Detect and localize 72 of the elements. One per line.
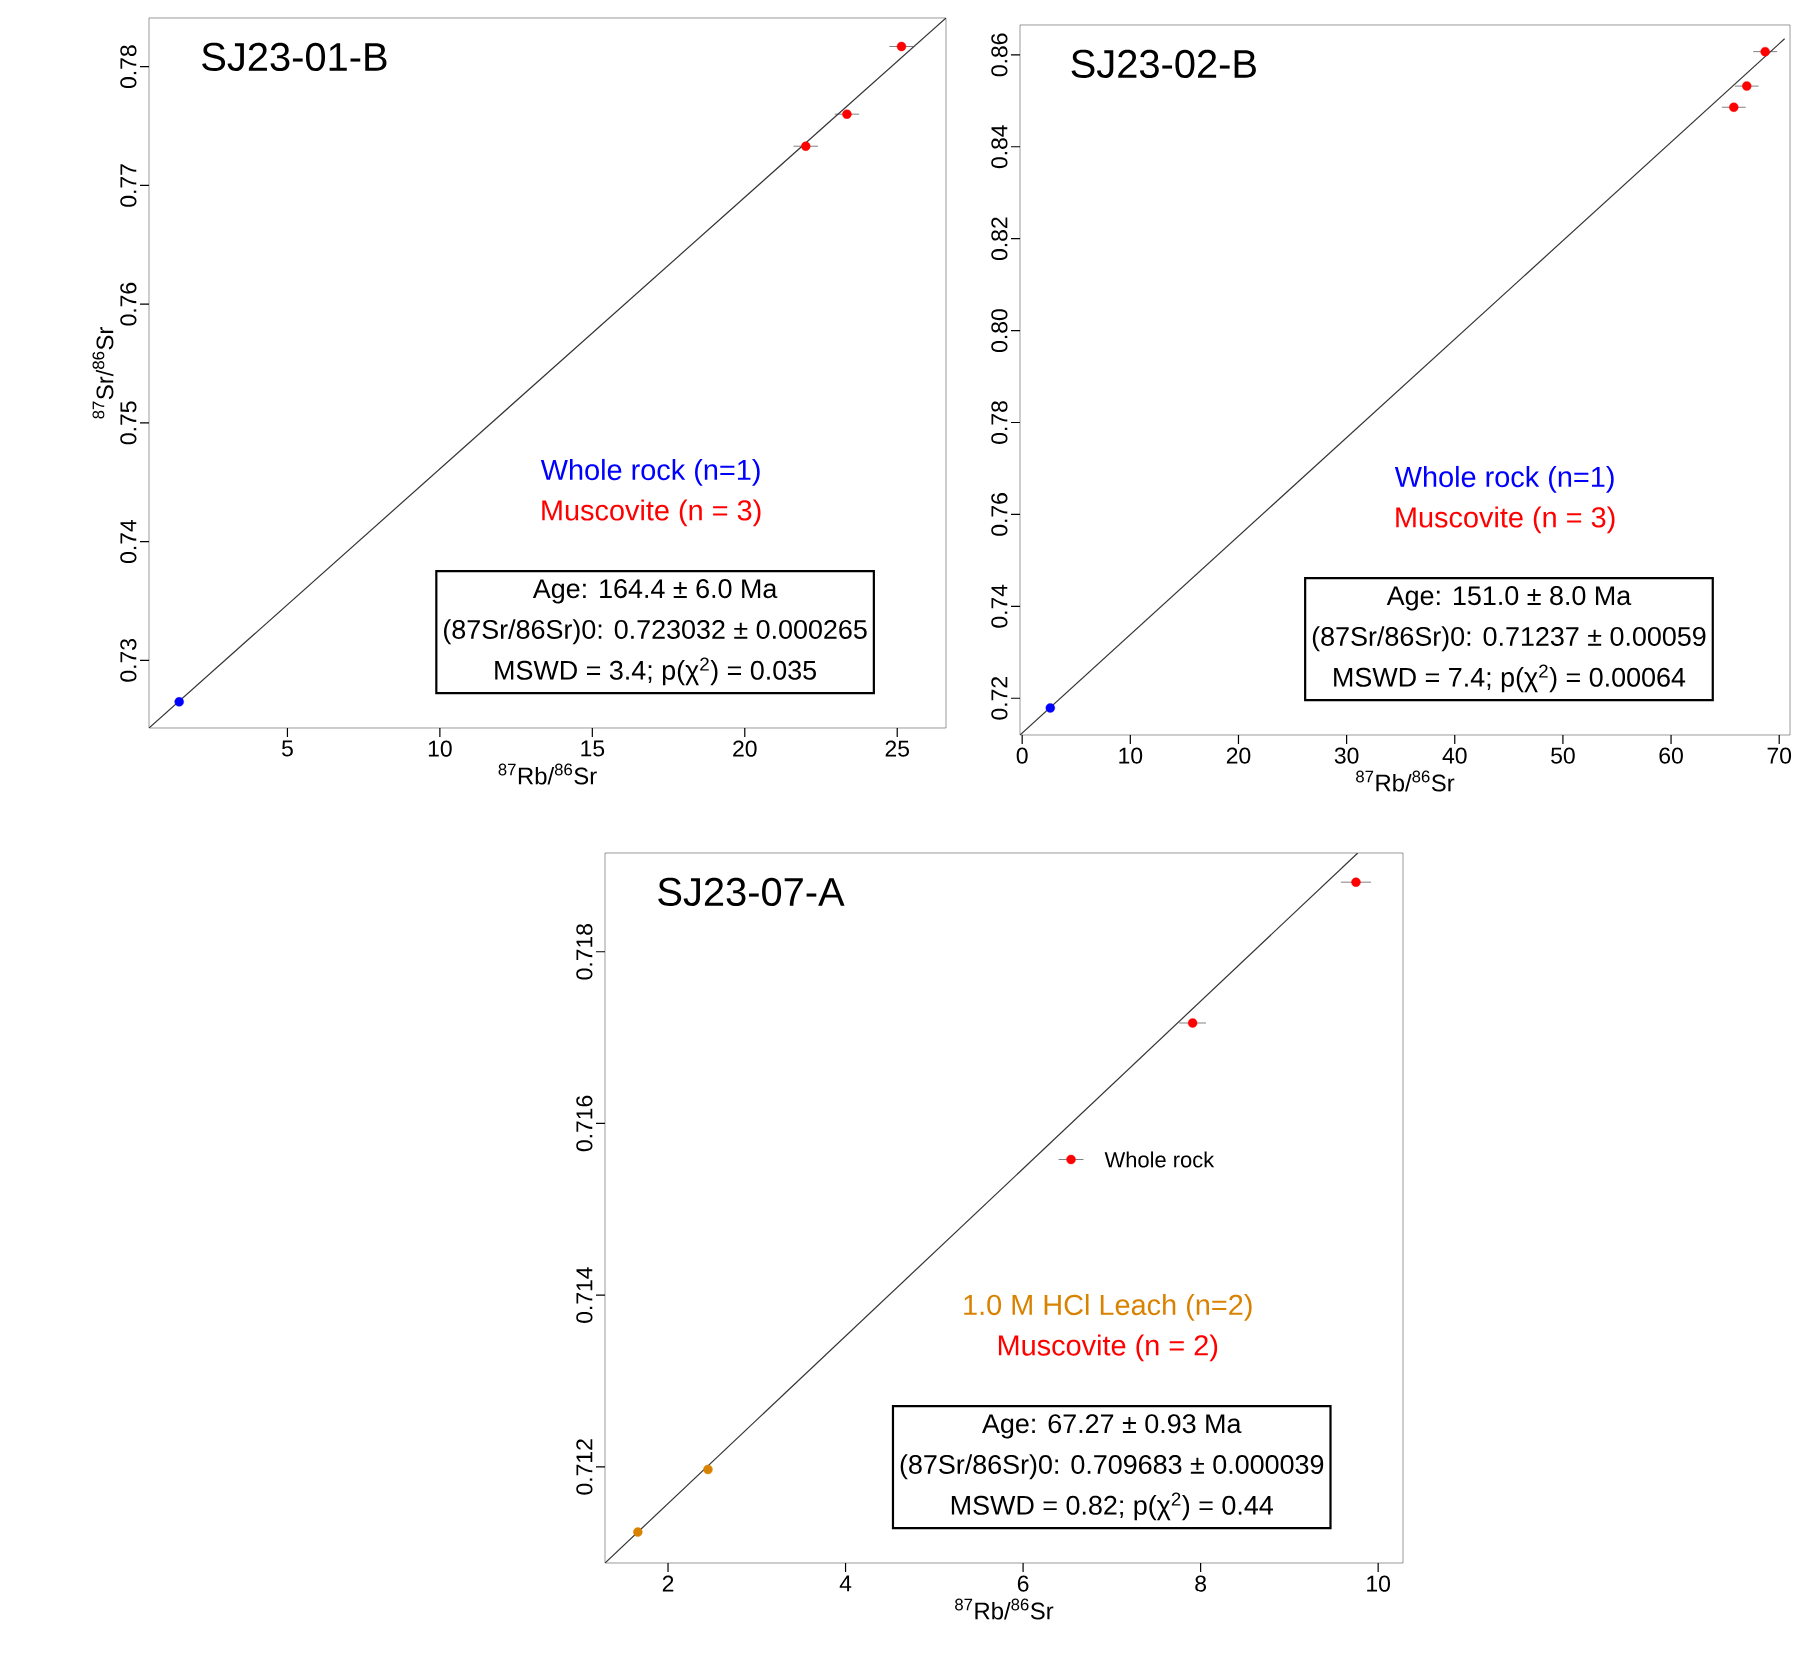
y-tick-label: 0.84 [991,125,1008,169]
y-tick-label: 0.77 [120,164,137,207]
y-tick-label: 0.76 [991,493,1008,536]
y-tick-label: 0.714 [576,1267,593,1323]
point [1045,703,1055,713]
x-axis-title: $^{87}$Rb/$^{86}$Sr [498,763,597,785]
annotation: MSWD = 0.82; p(χ$^{2}$) = 0.44 [951,1492,1273,1521]
y-tick-label: 0.75 [120,401,137,445]
point [1729,102,1739,112]
text: Muscovite (n = 3) [1396,506,1615,534]
chart-title: SJ23-01-B [202,42,387,72]
y-tick-label: 0.76 [120,282,137,326]
y-tick-label: 0.78 [991,401,1008,444]
annotation: Age: 164.4 ± 6.0 Ma [532,579,778,604]
annotation: Age: 67.27 ± 0.93 Ma [982,1414,1242,1439]
y-tick-label: 0.74 [120,519,137,563]
point [703,1464,713,1475]
x-tick-label: 30 [1334,747,1359,764]
y-tick-label: 0.82 [991,217,1008,261]
annotation: (87Sr/86Sr)0: 0.723032 ± 0.000265 [444,619,867,645]
point [633,1527,643,1537]
point [1187,1018,1198,1028]
chart-title: SJ23-07-A [658,877,845,907]
x-tick-label: 5 [281,740,293,757]
x-tick-label: 10 [428,740,452,757]
annotation: MSWD = 3.4; p(χ$^{2}$) = 0.035 [495,657,816,686]
y-tick-label: 0.712 [576,1439,593,1495]
annotation: Whole rock [1104,1151,1215,1168]
point [174,697,184,707]
x-tick-label: 25 [885,740,909,757]
x-tick-label: 4 [839,1575,852,1592]
y-tick-label: 0.716 [576,1095,593,1152]
text: 1.0 M HCl Leach (n=2) [964,1293,1252,1321]
text: Muscovite (n = 3) [542,499,761,527]
x-tick-label: 60 [1659,747,1683,764]
x-tick-label: 20 [733,740,757,757]
y-tick-label: 0.78 [120,45,137,89]
point [801,141,811,151]
x-tick-label: 40 [1442,747,1467,764]
text: Whole rock (n=1) [1394,465,1614,493]
x-axis-title: $^{87}$Rb/$^{86}$Sr [955,1598,1054,1620]
x-tick-label: 50 [1551,747,1575,764]
x-tick-label: 6 [1017,1575,1029,1592]
text: Whole rock (n=1) [540,458,760,486]
y-tick-label: 0.73 [120,639,137,682]
annotation: (87Sr/86Sr)0: 0.709683 ± 0.000039 [900,1454,1324,1480]
point [842,109,852,119]
annotation: (87Sr/86Sr)0: 0.71237 ± 0.00059 [1312,626,1706,652]
x-tick-label: 20 [1226,747,1251,764]
point [896,41,907,52]
point [1351,877,1361,887]
x-axis-title: $^{87}$Rb/$^{86}$Sr [1356,770,1455,792]
point [1760,46,1770,57]
x-tick-label: 10 [1367,1575,1391,1592]
x-tick-label: 15 [581,740,605,757]
point [1742,81,1752,91]
x-tick-label: 2 [662,1575,674,1592]
y-tick-label: 0.718 [576,924,593,980]
y-tick-label: 0.72 [991,677,1008,720]
x-tick-label: 70 [1767,747,1792,764]
x-tick-label: 8 [1195,1575,1206,1592]
point [1066,1154,1076,1165]
annotation: MSWD = 7.4; p(χ$^{2}$) = 0.00064 [1334,664,1686,693]
chart-title: SJ23-02-B [1071,49,1256,79]
y-tick-label: 0.86 [991,33,1008,77]
x-tick-label: 10 [1119,747,1143,764]
x-tick-label: 0 [1016,747,1028,764]
text: Muscovite (n = 2) [998,1334,1218,1362]
y-tick-label: 0.74 [991,584,1008,628]
y-tick-label: 0.80 [991,309,1008,352]
annotation: Age: 151.0 ± 8.0 Ma [1386,586,1632,611]
y-axis-title: $^{87}$Sr/$^{86}$Sr [92,327,114,419]
